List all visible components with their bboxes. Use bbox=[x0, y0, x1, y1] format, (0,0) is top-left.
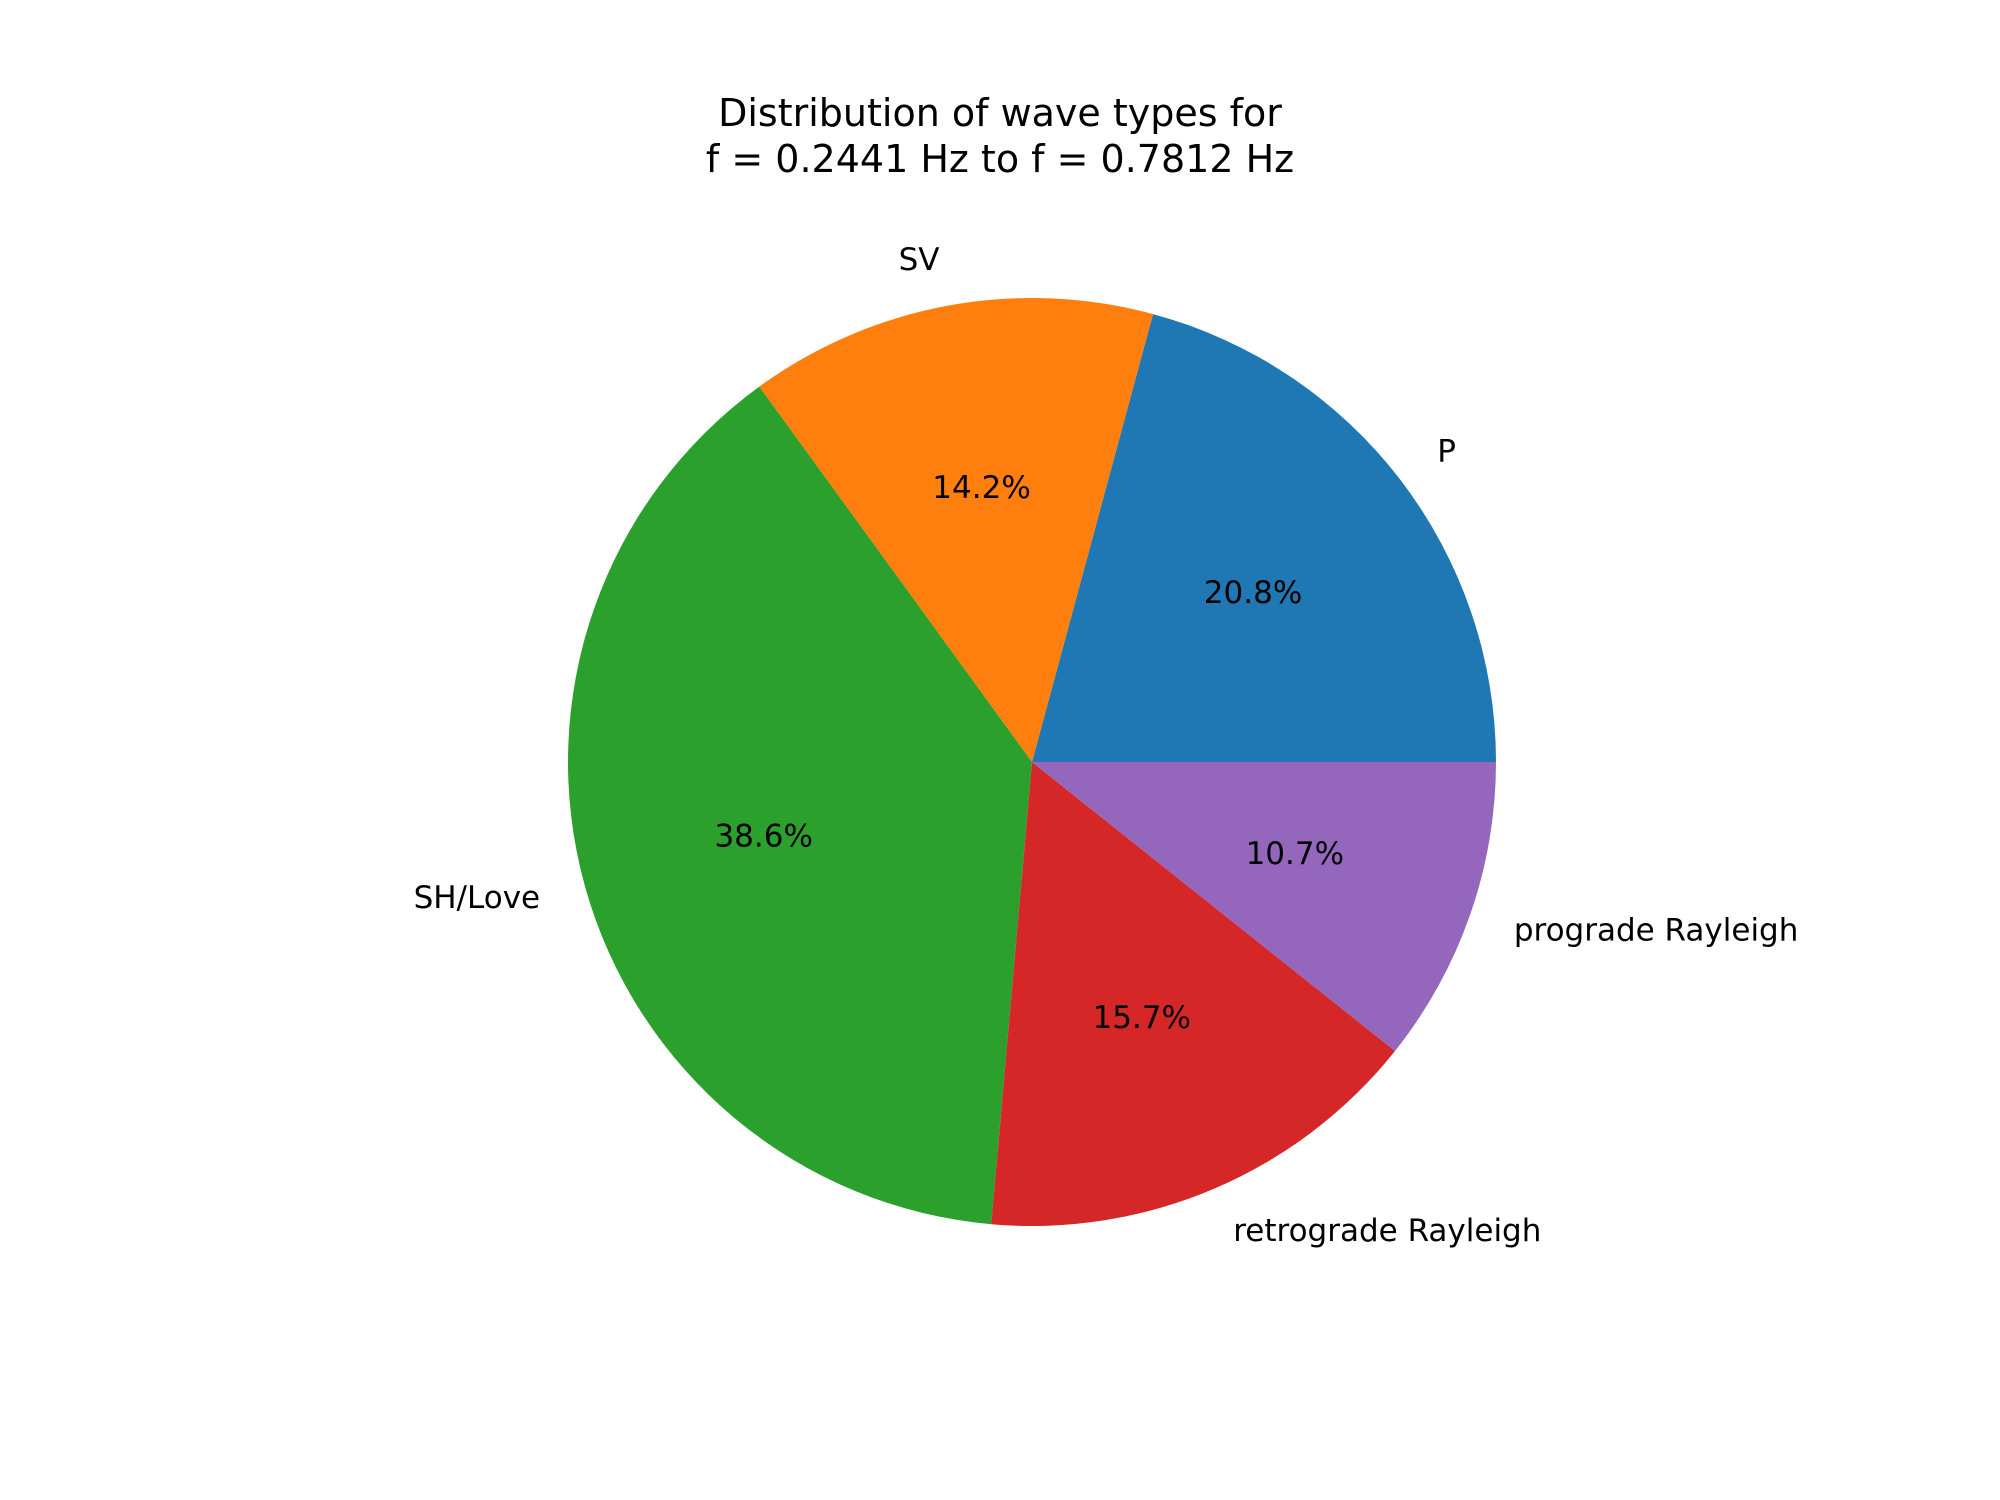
pie-slice-sv bbox=[759, 298, 1154, 762]
pie-slice-p bbox=[1032, 314, 1496, 762]
chart-title-line-1: Distribution of wave types for bbox=[718, 91, 1282, 135]
pct-label-retrograde-rayleigh: 15.7% bbox=[1093, 1000, 1191, 1036]
pct-label-prograde-rayleigh: 10.7% bbox=[1246, 836, 1344, 872]
pie-slice-sh-love bbox=[567, 386, 1032, 1225]
slice-label-retrograde-rayleigh: retrograde Rayleigh bbox=[1233, 1213, 1541, 1249]
slice-label-prograde-rayleigh: prograde Rayleigh bbox=[1514, 912, 1799, 948]
pie-slice-retrograde-rayleigh bbox=[991, 762, 1396, 1227]
slice-label-sh-love: SH/Love bbox=[414, 880, 541, 916]
chart-title-line-2: f = 0.2441 Hz to f = 0.7812 Hz bbox=[705, 137, 1295, 181]
pie-slice-prograde-rayleigh bbox=[1032, 762, 1496, 1051]
slice-label-p: P bbox=[1437, 434, 1456, 470]
pct-label-sh-love: 38.6% bbox=[714, 818, 812, 854]
pct-label-sv: 14.2% bbox=[932, 470, 1030, 506]
pct-label-p: 20.8% bbox=[1204, 575, 1302, 611]
slice-label-sv: SV bbox=[899, 242, 940, 278]
